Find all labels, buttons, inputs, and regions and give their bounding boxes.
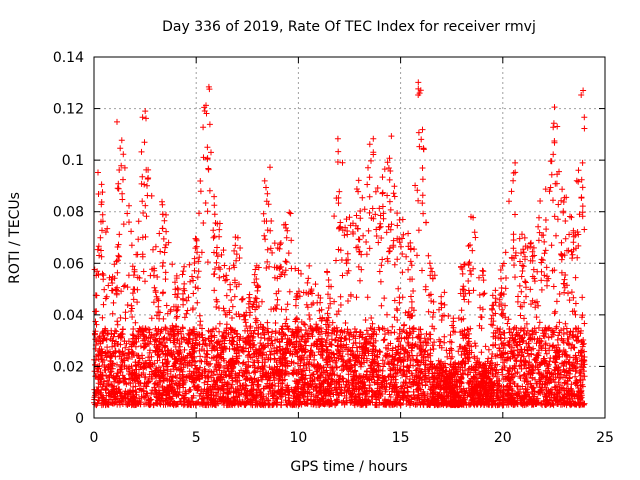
axis-ticks bbox=[93, 56, 606, 419]
x-tick-label: 15 bbox=[392, 430, 410, 446]
x-tick-label: 25 bbox=[596, 430, 614, 446]
y-tick-labels: 0 0.02 0.04 0.06 0.08 0.1 0.12 0.14 bbox=[53, 50, 84, 427]
y-tick-label: 0.14 bbox=[53, 50, 84, 66]
chart-title: Day 336 of 2019, Rate Of TEC Index for r… bbox=[162, 19, 536, 35]
y-tick-label: 0.1 bbox=[62, 153, 84, 169]
x-axis-label: GPS time / hours bbox=[290, 459, 407, 475]
plot-frame bbox=[93, 56, 606, 419]
roti-series-markers bbox=[91, 79, 588, 409]
y-tick-label: 0.08 bbox=[53, 205, 84, 221]
x-tick-label: 0 bbox=[90, 430, 99, 446]
y-tick-label: 0 bbox=[75, 411, 84, 427]
x-tick-label: 5 bbox=[192, 430, 201, 446]
y-tick-label: 0.04 bbox=[53, 308, 84, 324]
x-tick-labels: 0 5 10 15 20 25 bbox=[90, 430, 614, 446]
x-tick-label: 20 bbox=[494, 430, 512, 446]
y-axis-label: ROTI / TECUs bbox=[7, 192, 23, 284]
y-tick-label: 0.12 bbox=[53, 102, 84, 118]
y-tick-label: 0.02 bbox=[53, 359, 84, 375]
x-tick-label: 10 bbox=[289, 430, 307, 446]
y-tick-label: 0.06 bbox=[53, 256, 84, 272]
data-points bbox=[91, 79, 588, 409]
